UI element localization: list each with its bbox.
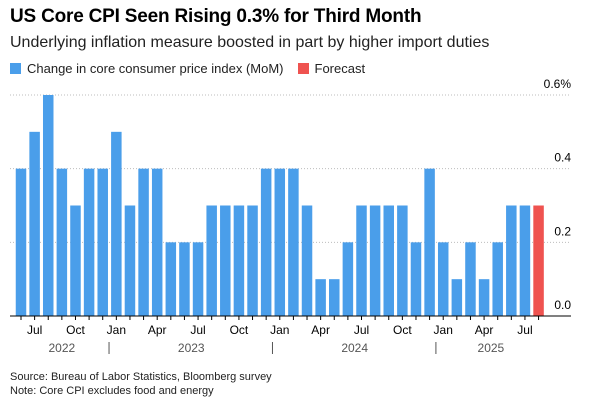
- bar-actual: [274, 168, 286, 316]
- legend-label-actual: Change in core consumer price index (MoM…: [27, 60, 284, 76]
- chart-title: US Core CPI Seen Rising 0.3% for Third M…: [10, 6, 422, 27]
- y-tick-label: 0.0: [554, 298, 571, 312]
- bar-actual: [397, 205, 408, 316]
- bar-actual: [124, 205, 136, 316]
- y-tick-label: 0.6%: [544, 77, 572, 91]
- bar-actual: [70, 205, 81, 316]
- legend-item-forecast: Forecast: [297, 60, 366, 76]
- x-tick-label: Jul: [27, 323, 42, 337]
- bar-actual: [369, 205, 381, 316]
- x-tick-label: Apr: [311, 323, 330, 337]
- bar-actual: [138, 168, 149, 316]
- x-tick-label: Oct: [393, 323, 412, 337]
- x-tick-label: Jan: [107, 323, 126, 337]
- bar-actual: [260, 168, 272, 316]
- bar-actual: [233, 205, 245, 316]
- bar-actual: [478, 279, 490, 316]
- year-label: 2023: [178, 341, 205, 355]
- bar-actual: [329, 279, 340, 316]
- x-tick-label: Jan: [270, 323, 289, 337]
- bar-actual: [451, 279, 463, 316]
- bar-actual: [220, 205, 231, 316]
- x-tick-label: Oct: [66, 323, 85, 337]
- bar-actual: [56, 168, 68, 316]
- bar-actual: [437, 242, 449, 316]
- x-tick-label: Jul: [354, 323, 369, 337]
- legend-label-forecast: Forecast: [314, 60, 366, 76]
- legend-item-actual: Change in core consumer price index (MoM…: [10, 61, 284, 76]
- chart-legend: Change in core consumer price index (MoM…: [10, 60, 379, 76]
- bar-actual: [192, 242, 204, 316]
- bar-actual: [506, 205, 517, 316]
- bar-actual: [97, 168, 108, 316]
- bar-actual: [42, 95, 54, 316]
- bar-actual: [165, 242, 177, 316]
- x-tick-label: Jul: [517, 323, 532, 337]
- bar-actual: [83, 168, 95, 316]
- y-tick-label: 0.4: [554, 151, 571, 165]
- bar-actual: [315, 279, 326, 316]
- bar-actual: [424, 168, 435, 316]
- bar-actual: [179, 242, 190, 316]
- bar-actual: [29, 131, 40, 316]
- bar-actual: [492, 242, 503, 316]
- bar-actual: [15, 168, 27, 316]
- legend-swatch-actual: [10, 62, 21, 74]
- bar-forecast: [533, 205, 544, 316]
- bar-actual: [383, 205, 394, 316]
- bar-actual: [410, 242, 422, 316]
- x-tick-label: Jan: [434, 323, 453, 337]
- year-label: 2024: [341, 341, 368, 355]
- y-tick-label: 0.2: [554, 224, 571, 238]
- x-tick-label: Jul: [190, 323, 205, 337]
- x-tick-label: Apr: [148, 323, 167, 337]
- bar-actual: [301, 205, 313, 316]
- footer-note: Note: Core CPI excludes food and energy: [10, 385, 214, 397]
- bar-actual: [342, 242, 354, 316]
- bar-actual: [288, 168, 299, 316]
- footer-source: Source: Bureau of Labor Statistics, Bloo…: [10, 371, 272, 383]
- legend-swatch-forecast: [297, 62, 309, 74]
- bar-actual: [356, 205, 367, 316]
- bar-actual: [206, 205, 217, 316]
- chart-subtitle: Underlying inflation measure boosted in …: [10, 34, 490, 51]
- bar-actual: [247, 205, 258, 316]
- bar-actual: [151, 168, 163, 316]
- x-tick-label: Apr: [475, 323, 494, 337]
- year-label: 2022: [49, 341, 76, 355]
- bar-actual: [519, 205, 531, 316]
- year-label: 2025: [478, 341, 505, 355]
- bar-actual: [465, 242, 476, 316]
- x-tick-label: Oct: [230, 323, 249, 337]
- bar-actual: [111, 131, 122, 316]
